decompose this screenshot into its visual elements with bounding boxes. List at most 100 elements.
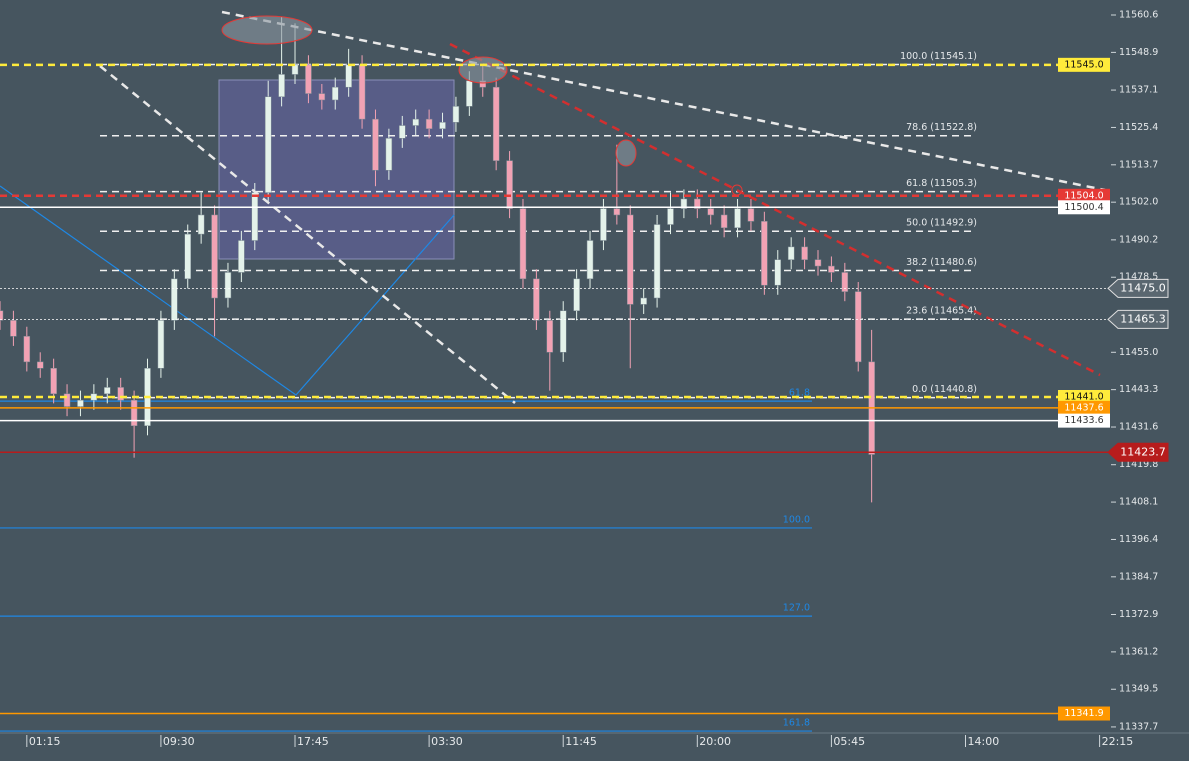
candle-body <box>787 246 795 260</box>
fib-label: 38.2 (11480.6) <box>906 257 977 268</box>
candle-body <box>734 208 741 228</box>
extension-label: 61.8 <box>789 388 810 399</box>
candle-body <box>466 80 473 107</box>
price-tag <box>1058 200 1110 215</box>
y-tick-label: 11537.1 <box>1119 85 1158 96</box>
price-tag-label: 11504.0 <box>1064 190 1103 201</box>
candle-body <box>211 214 218 299</box>
candle-body <box>0 310 4 321</box>
price-tag-label: 11500.4 <box>1064 202 1103 213</box>
highlight <box>221 15 313 45</box>
drawings <box>0 10 1108 715</box>
x-tick-label: 01:15 <box>29 735 61 748</box>
price-tag-label: 11341.9 <box>1064 708 1103 719</box>
candle-body <box>291 64 299 75</box>
candle-body <box>586 240 594 280</box>
extension-label: 100.0 <box>783 514 810 525</box>
candle-body <box>841 272 849 292</box>
x-tick-label: 22:15 <box>1102 735 1134 748</box>
candle-body <box>23 336 31 363</box>
candle-body <box>519 208 527 280</box>
candle-body <box>305 64 312 94</box>
y-tick-label: 11419.8 <box>1119 459 1158 470</box>
candle-body <box>117 387 124 401</box>
candle-body <box>828 265 835 273</box>
y-tick-label: 11513.7 <box>1119 159 1158 170</box>
candle-body <box>412 118 419 126</box>
candle-body <box>425 118 433 129</box>
trend-line <box>221 10 1106 192</box>
candle-body <box>761 221 768 286</box>
candle-body <box>559 310 567 353</box>
x-tick-label: 20:00 <box>699 735 731 748</box>
price-tag <box>1058 390 1110 405</box>
fib-label: 78.6 (11522.8) <box>906 122 977 133</box>
candle-body <box>653 224 661 299</box>
candle-body <box>358 64 366 120</box>
price-tag-label: 11441.0 <box>1064 392 1103 403</box>
fib-label: 61.8 (11505.3) <box>906 178 977 189</box>
candle-body <box>613 208 621 216</box>
candle-body <box>90 393 98 401</box>
candle-body <box>36 361 44 369</box>
x-tick-label: 05:45 <box>833 735 865 748</box>
price-tag <box>1107 442 1169 462</box>
y-tick-label: 11396.4 <box>1119 534 1158 545</box>
candle-body <box>63 393 71 407</box>
y-tick-label: 11384.7 <box>1119 571 1158 582</box>
trend-line <box>449 42 1101 377</box>
candle-body <box>385 138 393 171</box>
y-tick-label: 11502.0 <box>1119 197 1158 208</box>
candle-body <box>640 297 647 305</box>
candle-body <box>801 246 808 260</box>
zone-box <box>218 79 455 260</box>
fib-label: 50.0 (11492.9) <box>906 218 977 229</box>
x-tick-label: 03:30 <box>431 735 463 748</box>
drawings <box>0 79 455 396</box>
candle-body <box>331 86 339 101</box>
candle-body <box>278 74 285 98</box>
candle-body <box>184 233 191 280</box>
price-tag-label: 11433.6 <box>1064 415 1103 426</box>
candle-body <box>506 160 513 209</box>
candle-body <box>452 106 460 123</box>
candle-body <box>104 387 111 395</box>
x-tick-label: 09:30 <box>163 735 195 748</box>
candle-body <box>720 214 728 228</box>
price-tag <box>1058 57 1110 72</box>
extension-label: 161.8 <box>783 718 810 729</box>
trend-line <box>99 65 516 404</box>
candle-body <box>854 291 862 363</box>
price-tag <box>1058 706 1110 721</box>
candle-body <box>251 192 259 241</box>
price-tag-label: 11423.7 <box>1120 445 1166 458</box>
candle-body <box>77 399 84 407</box>
candle-body <box>667 208 674 225</box>
x-tick-label: 11:45 <box>565 735 597 748</box>
price-tag <box>1058 413 1110 428</box>
candle-body <box>10 320 17 337</box>
candle-body <box>533 278 540 321</box>
y-tick-label: 11443.3 <box>1119 384 1158 395</box>
y-tick-label: 11548.9 <box>1119 47 1158 58</box>
candle-body <box>774 259 782 286</box>
candle-body <box>224 272 232 299</box>
candle-body <box>546 320 554 353</box>
candle-body <box>707 208 714 216</box>
candle-body <box>573 278 580 312</box>
trend-line <box>0 185 455 396</box>
candle-body <box>50 368 57 395</box>
candle-body <box>600 208 607 241</box>
candle-body <box>492 86 500 161</box>
fib-label: 0.0 (11440.8) <box>912 384 977 395</box>
candle-body <box>747 208 755 222</box>
price-tag <box>1058 188 1110 203</box>
y-tick-label: 11455.0 <box>1119 347 1158 358</box>
y-tick-label: 11408.1 <box>1119 497 1158 508</box>
candle-body <box>130 399 138 426</box>
candle-body <box>197 214 205 235</box>
candle-body <box>814 259 822 267</box>
candle-body <box>694 198 701 209</box>
